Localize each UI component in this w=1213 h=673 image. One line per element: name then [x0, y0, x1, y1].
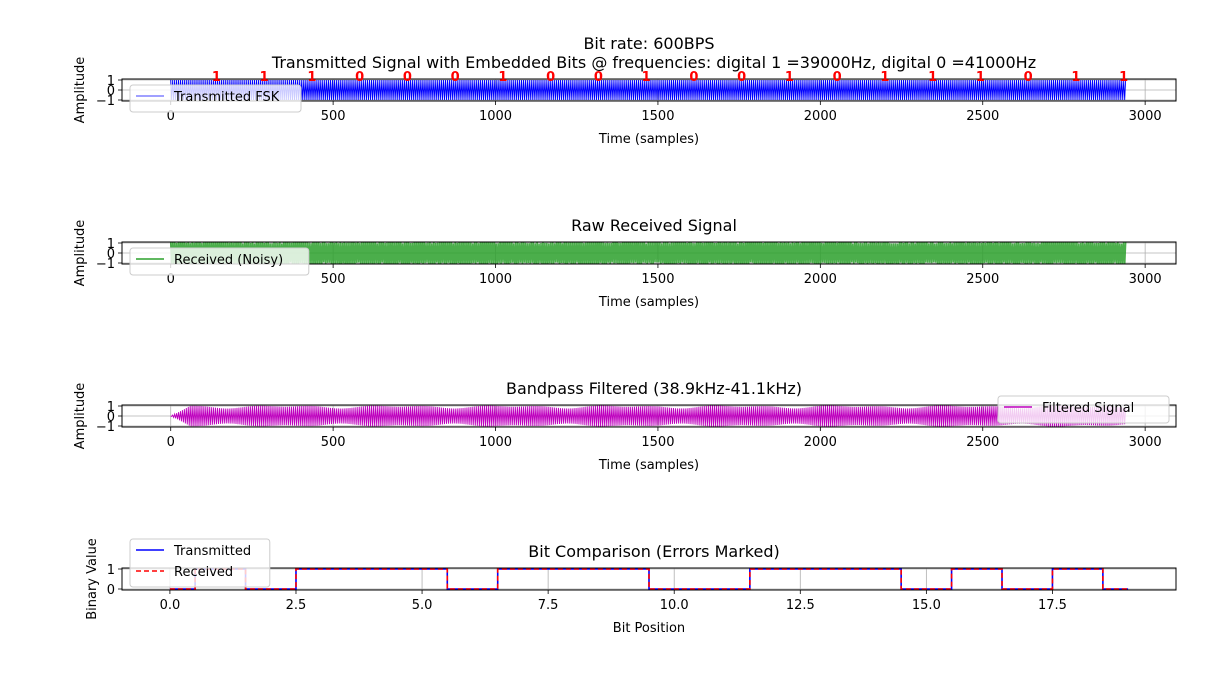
legend-box — [997, 395, 1170, 424]
y-tick-label: 0 — [107, 247, 115, 262]
x-tick-label: 2500 — [966, 109, 999, 124]
y-tick-label: 1 — [107, 400, 115, 415]
subplot-title: Transmitted Signal with Embedded Bits @ … — [271, 53, 1036, 72]
x-tick-label: 17.5 — [1038, 598, 1067, 613]
bit-label: 0 — [1024, 70, 1033, 85]
x-tick-label: 2500 — [966, 435, 999, 450]
x-tick-label: 10.0 — [660, 598, 689, 613]
x-tick-label: 2.5 — [286, 598, 307, 613]
x-tick-label: 7.5 — [538, 598, 559, 613]
legend-label: Received — [174, 565, 233, 580]
x-tick-label: 2000 — [804, 435, 837, 450]
x-tick-label: 2000 — [804, 109, 837, 124]
x-tick-label: 2000 — [804, 272, 837, 287]
x-tick-label: 1000 — [479, 109, 512, 124]
x-tick-label: 15.0 — [912, 598, 941, 613]
y-axis-label: Amplitude — [73, 383, 88, 450]
x-tick-label: 3000 — [1129, 109, 1162, 124]
x-axis-label: Time (samples) — [598, 295, 699, 310]
x-tick-label: 1000 — [479, 272, 512, 287]
x-axis-label: Time (samples) — [598, 458, 699, 473]
x-tick-label: 500 — [321, 272, 346, 287]
bit-label: 1 — [642, 70, 651, 85]
y-axis-label: Amplitude — [73, 220, 88, 287]
plot-area — [170, 405, 1127, 427]
bit-label: 1 — [928, 70, 937, 85]
bit-label: 1 — [1071, 70, 1080, 85]
bit-label: 1 — [212, 70, 221, 85]
legend-box — [129, 84, 302, 113]
x-tick-label: 1500 — [641, 435, 674, 450]
bit-label: 1 — [785, 70, 794, 85]
bit-label: 0 — [594, 70, 603, 85]
x-tick-label: 5.0 — [412, 598, 433, 613]
legend: Received (Noisy) — [129, 247, 310, 276]
legend-box — [129, 247, 310, 276]
y-tick-label: 1 — [107, 237, 115, 252]
y-axis-label: Amplitude — [73, 57, 88, 124]
x-axis-label: Bit Position — [613, 621, 685, 636]
figure-suptitle: Bit rate: 600BPS — [583, 34, 714, 53]
bit-label: 0 — [833, 70, 842, 85]
legend: Filtered Signal — [997, 395, 1170, 424]
y-tick-label: 0 — [107, 583, 115, 598]
bit-label: 0 — [689, 70, 698, 85]
bit-label: 0 — [355, 70, 364, 85]
x-tick-label: 2500 — [966, 272, 999, 287]
plot-area — [169, 568, 1129, 590]
legend-label: Transmitted — [173, 544, 251, 559]
y-tick-label: −1 — [96, 257, 115, 272]
bit-label: 1 — [260, 70, 269, 85]
bit-label: 1 — [1119, 70, 1128, 85]
legend: Transmitted Received — [129, 538, 271, 588]
bit-label: 0 — [737, 70, 746, 85]
bit-annotations: 1 1 1 0 0 0 1 0 0 1 0 0 1 0 1 1 1 0 1 1 — [212, 70, 1128, 85]
x-tick-label: 0 — [167, 435, 175, 450]
bit-label: 0 — [403, 70, 412, 85]
legend-box — [129, 538, 271, 588]
x-tick-label: 3000 — [1129, 272, 1162, 287]
bit-line-received — [169, 568, 1129, 590]
x-axis-label: Time (samples) — [598, 132, 699, 147]
x-tick-label: 1500 — [641, 109, 674, 124]
bit-label: 1 — [498, 70, 507, 85]
subplot-title: Bandpass Filtered (38.9kHz-41.1kHz) — [506, 379, 802, 398]
y-tick-label: 1 — [107, 563, 115, 578]
y-tick-label: 0 — [107, 410, 115, 425]
x-tick-label: 12.5 — [786, 598, 815, 613]
plot-area — [170, 79, 1127, 101]
x-tick-label: 0 — [167, 109, 175, 124]
subplot-title: Bit Comparison (Errors Marked) — [528, 542, 779, 561]
bit-label: 0 — [546, 70, 555, 85]
legend-label: Filtered Signal — [1042, 401, 1134, 416]
bit-label: 1 — [976, 70, 985, 85]
y-tick-label: −1 — [96, 94, 115, 109]
x-tick-label: 500 — [321, 435, 346, 450]
x-tick-label: 0.0 — [160, 598, 181, 613]
y-tick-label: 1 — [107, 74, 115, 89]
axes-frame — [121, 567, 1177, 591]
legend-label: Received (Noisy) — [174, 253, 283, 268]
legend: Transmitted FSK — [129, 84, 302, 113]
bit-label: 1 — [307, 70, 316, 85]
x-tick-label: 1500 — [641, 272, 674, 287]
y-tick-label: 0 — [107, 84, 115, 99]
bit-label: 1 — [880, 70, 889, 85]
x-tick-label: 0 — [167, 272, 175, 287]
x-tick-label: 500 — [321, 109, 346, 124]
bit-label: 0 — [451, 70, 460, 85]
x-tick-label: 1000 — [479, 435, 512, 450]
subplot-4: 0.0 2.5 5.0 7.5 10.0 12.5 15.0 17.5 0 1 Bit Positi… — [85, 538, 1177, 636]
signal-line — [170, 79, 1127, 101]
y-axis-label: Binary Value — [85, 538, 100, 620]
subplot-title: Raw Received Signal — [571, 216, 737, 235]
x-tick-label: 3000 — [1129, 435, 1162, 450]
signal-line — [170, 405, 1127, 427]
legend-label: Transmitted FSK — [173, 90, 280, 105]
y-tick-label: −1 — [96, 420, 115, 435]
